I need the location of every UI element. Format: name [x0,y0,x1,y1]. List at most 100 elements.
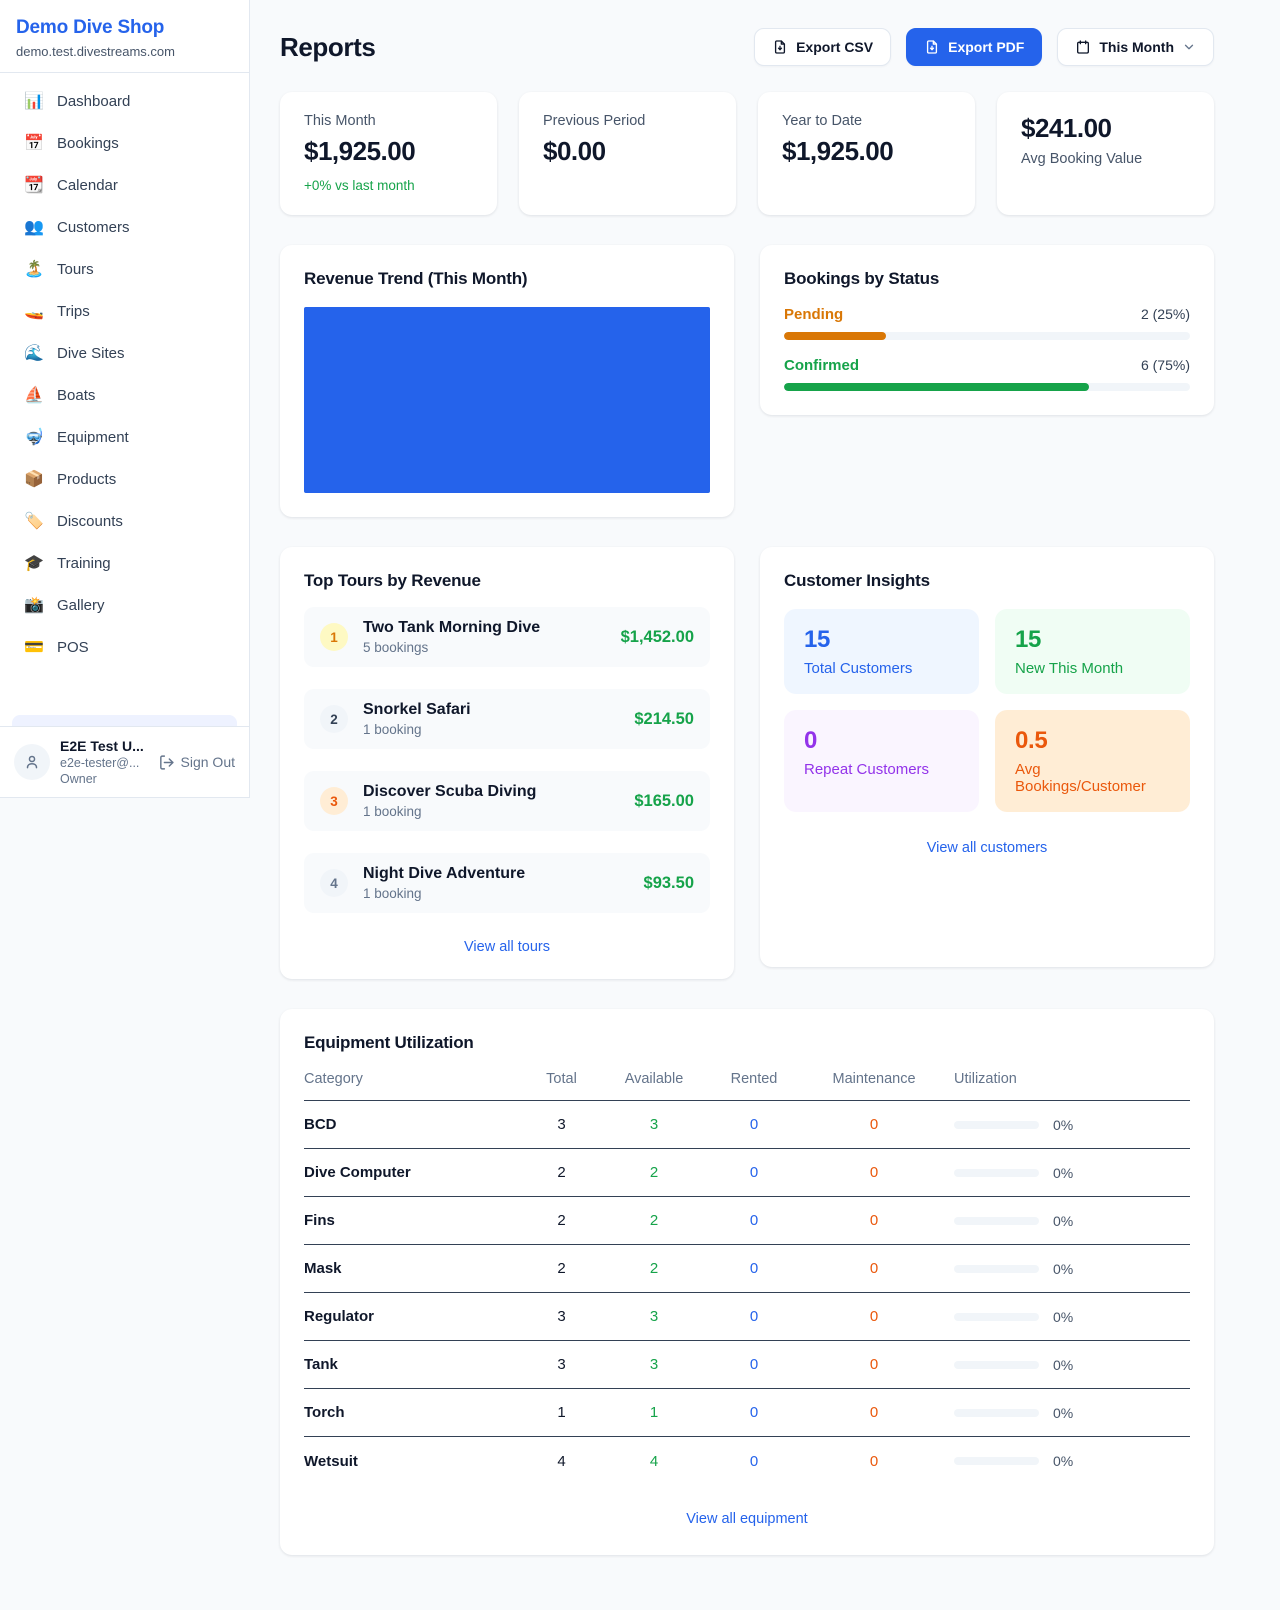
stat-value: $1,925.00 [782,136,894,166]
cell-utilization: 0% [944,1453,1190,1469]
tours-icon: 🏝️ [24,260,44,278]
cell-rented: 0 [749,1404,759,1421]
status-label: Pending [784,306,844,323]
tour-item-snorkel-safari[interactable]: 2 Snorkel Safari 1 booking $214.50 [304,689,710,749]
insight-label: New This Month [1015,660,1124,677]
export-csv-label: Export CSV [796,39,874,55]
sidebar-item-trips[interactable]: 🚤 Trips [12,295,237,328]
cell-category: Wetsuit [304,1452,358,1470]
sidebar-item-bookings[interactable]: 📅 Bookings [12,127,237,160]
dashboard-icon: 📊 [24,92,44,110]
sidebar-item-label: Products [57,471,117,488]
cell-rented: 0 [749,1164,759,1181]
sidebar-item-discounts[interactable]: 🏷️ Discounts [12,505,237,538]
tour-info: Snorkel Safari 1 booking [363,701,471,737]
equipment-utilization-title: Equipment Utilization [304,1033,474,1052]
stat-delta: +0% vs last month [304,178,415,193]
tour-name: Snorkel Safari [363,701,471,718]
table-row-torch: Torch 1 1 0 0 0% [304,1389,1190,1437]
sidebar-item-boats[interactable]: ⛵ Boats [12,379,237,412]
tour-item-discover-scuba-diving[interactable]: 3 Discover Scuba Diving 1 booking $165.00 [304,771,710,831]
status-rows: Pending 2 (25%) Confirmed 6 (75%) [784,306,1190,391]
col-rented: Rented [730,1071,778,1087]
dive-sites-icon: 🌊 [24,344,44,362]
col-total: Total [546,1071,577,1087]
cell-utilization: 0% [944,1309,1190,1325]
status-count: 6 (75%) [1140,357,1190,373]
user-email: e2e-tester@... [60,756,140,770]
export-pdf-button[interactable]: Export PDF [906,28,1043,66]
sidebar-item-customers[interactable]: 👥 Customers [12,211,237,244]
stat-label: Avg Booking Value [1021,151,1143,167]
equipment-icon: 🤿 [24,428,44,446]
shop-name: Demo Dive Shop [16,17,165,38]
file-download-icon [775,40,786,54]
sidebar-item-training[interactable]: 🎓 Training [12,547,237,580]
user-name: E2E Test U... [60,738,144,754]
sidebar-item-label: Equipment [57,429,129,446]
avatar [14,744,50,780]
export-csv-button[interactable]: Export CSV [754,28,892,66]
sidebar-item-products[interactable]: 📦 Products [12,463,237,496]
revenue-trend-panel: Revenue Trend (This Month) [280,245,734,517]
cell-utilization: 0% [944,1405,1190,1421]
period-dropdown[interactable]: This Month [1057,28,1214,66]
sidebar-item-dive-sites[interactable]: 🌊 Dive Sites [12,337,237,370]
cell-category: Fins [304,1212,335,1229]
sidebar-item-label: Bookings [57,135,119,152]
view-all-customers-link[interactable]: View all customers [926,840,1048,856]
utilization-bar [954,1168,1039,1177]
cell-utilization: 0% [944,1165,1190,1181]
table-row-fins: Fins 2 2 0 0 0% [304,1197,1190,1245]
person-icon [26,755,38,769]
sign-out-button[interactable]: Sign Out [158,754,235,771]
boats-icon: ⛵ [24,386,44,404]
cell-available: 3 [649,1356,659,1373]
cell-utilization: 0% [944,1357,1190,1373]
cell-rented: 0 [749,1452,759,1470]
cell-total: 2 [557,1260,566,1277]
table-row-tank: Tank 3 3 0 0 0% [304,1341,1190,1389]
cell-available: 3 [649,1308,659,1325]
sidebar-item-gallery[interactable]: 📸 Gallery [12,589,237,622]
chevron-down-icon [1184,44,1194,50]
cell-category: Torch [304,1404,345,1421]
sidebar-item-equipment[interactable]: 🤿 Equipment [12,421,237,454]
cell-utilization: 0% [944,1261,1190,1277]
status-row-confirmed: Confirmed 6 (75%) [784,357,1190,391]
sidebar-item-label: Gallery [57,597,105,614]
discounts-icon: 🏷️ [24,512,44,530]
stat-label: Year to Date [782,113,863,129]
sidebar-item-pos[interactable]: 💳 POS [12,631,237,664]
utilization-bar [954,1360,1039,1369]
col-utilization: Utilization [954,1071,1017,1087]
cell-total: 2 [557,1164,566,1181]
tour-item-night-dive-adventure[interactable]: 4 Night Dive Adventure 1 booking $93.50 [304,853,710,913]
sidebar-item-calendar[interactable]: 📆 Calendar [12,169,237,202]
cell-maintenance: 0 [869,1164,879,1181]
tour-name: Two Tank Morning Dive [363,619,541,636]
products-icon: 📦 [24,470,44,488]
sidebar-item-tours[interactable]: 🏝️ Tours [12,253,237,286]
sidebar-item-label: Discounts [57,513,123,530]
utilization-percent: 0% [1053,1453,1074,1469]
bookings-by-status-panel: Bookings by Status Pending 2 (25%) Confirm… [760,245,1214,415]
view-all-tours-link[interactable]: View all tours [464,939,550,955]
tour-revenue: $93.50 [643,873,694,892]
cell-maintenance: 0 [869,1116,879,1133]
rank-badge: 3 [320,787,348,815]
view-all-equipment-link[interactable]: View all equipment [686,1511,808,1527]
table-row-wetsuit: Wetsuit 4 4 0 0 0% [304,1437,1190,1485]
tour-item-two-tank-morning-dive[interactable]: 1 Two Tank Morning Dive 5 bookings $1,452.0… [304,607,710,667]
sidebar-item-dashboard[interactable]: 📊 Dashboard [12,85,237,118]
cell-total: 3 [557,1356,566,1373]
sign-out-label: Sign Out [180,754,235,770]
cell-available: 2 [649,1260,659,1277]
pos-icon: 💳 [24,638,44,656]
revenue-trend-title: Revenue Trend (This Month) [304,269,528,288]
sidebar-item-selected-partial[interactable] [12,715,237,726]
utilization-percent: 0% [1053,1116,1074,1133]
tour-info: Night Dive Adventure 1 booking [363,865,525,901]
cell-total: 2 [557,1212,566,1229]
cell-available: 3 [649,1116,659,1133]
